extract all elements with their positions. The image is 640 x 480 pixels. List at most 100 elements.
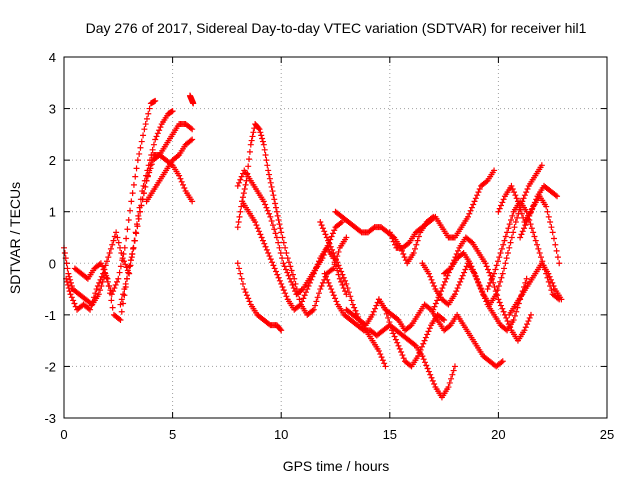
data-point [140, 132, 147, 139]
data-point [187, 125, 194, 132]
data-point [373, 302, 380, 309]
data-point [174, 153, 181, 160]
series-arc-10 [234, 260, 285, 334]
data-point [548, 224, 555, 231]
data-point [338, 278, 345, 285]
data-point [144, 172, 151, 179]
data-point [329, 266, 336, 273]
data-point [64, 265, 71, 272]
data-point [279, 284, 286, 291]
series-arc-14 [343, 296, 448, 370]
data-point [88, 302, 95, 309]
data-point [445, 384, 452, 391]
data-point [176, 172, 183, 179]
data-point [425, 328, 432, 335]
series-arc-19 [441, 162, 545, 308]
data-point [414, 237, 421, 244]
data-point [267, 179, 274, 186]
data-point [342, 277, 349, 284]
data-point [477, 285, 484, 292]
data-point [117, 263, 124, 270]
data-point [237, 176, 244, 183]
data-point [496, 299, 503, 306]
data-point [514, 304, 521, 311]
data-point [259, 135, 266, 142]
data-point [326, 240, 333, 247]
data-point [330, 292, 337, 299]
data-point [273, 208, 280, 215]
series-arc-5 [143, 136, 196, 205]
data-point [431, 380, 438, 387]
data-point [400, 355, 407, 362]
data-point [235, 219, 242, 226]
data-point [131, 237, 138, 244]
data-point [304, 286, 311, 293]
data-point [527, 311, 534, 318]
data-point [285, 272, 292, 279]
data-point [124, 226, 131, 233]
data-point [318, 222, 325, 229]
data-point [352, 307, 359, 314]
x-tick-label: 5 [169, 427, 176, 442]
data-point [256, 126, 263, 133]
data-point [545, 213, 552, 220]
data-point [547, 276, 554, 283]
data-point [271, 265, 278, 272]
data-point [95, 291, 102, 298]
data-point [410, 249, 417, 256]
data-point [127, 257, 134, 264]
data-point [238, 203, 245, 210]
data-point [110, 237, 117, 244]
data-point [277, 249, 284, 256]
data-point [455, 281, 462, 288]
data-point [296, 302, 303, 309]
data-point [263, 246, 270, 253]
data-point [396, 345, 403, 352]
data-point [65, 270, 72, 277]
data-point [117, 317, 124, 324]
data-point [517, 206, 524, 213]
data-point [509, 186, 516, 193]
data-point [152, 136, 159, 143]
data-point [149, 146, 156, 153]
data-point [239, 194, 246, 201]
data-point [269, 188, 276, 195]
data-point [372, 305, 379, 312]
data-point [335, 248, 342, 255]
data-point [282, 266, 289, 273]
data-point [308, 276, 315, 283]
data-point [313, 298, 320, 305]
data-point [103, 272, 110, 279]
data-point [426, 305, 433, 312]
data-point [135, 215, 142, 222]
data-point [381, 360, 388, 367]
data-point [502, 260, 509, 267]
data-point [517, 234, 524, 241]
data-point [126, 270, 133, 277]
data-point [504, 229, 511, 236]
data-point [319, 279, 326, 286]
data-point [501, 237, 508, 244]
data-point [500, 241, 507, 248]
data-point [499, 358, 506, 365]
data-point [502, 326, 509, 333]
data-point [89, 298, 96, 305]
data-point [152, 97, 159, 104]
data-point [495, 208, 502, 215]
data-point [369, 311, 376, 318]
data-point [120, 300, 127, 307]
data-point [328, 233, 335, 240]
data-point [146, 105, 153, 112]
data-point [126, 263, 133, 270]
data-point [107, 290, 114, 297]
y-tick-label: -1 [44, 308, 56, 323]
data-point [497, 249, 504, 256]
data-point [257, 129, 264, 136]
data-point [332, 256, 339, 263]
data-point [154, 130, 161, 137]
data-point [431, 214, 438, 221]
data-point [524, 186, 531, 193]
data-point [322, 273, 329, 280]
y-axis-label: SDTVAR / TECUs [7, 182, 23, 294]
data-point [269, 222, 276, 229]
